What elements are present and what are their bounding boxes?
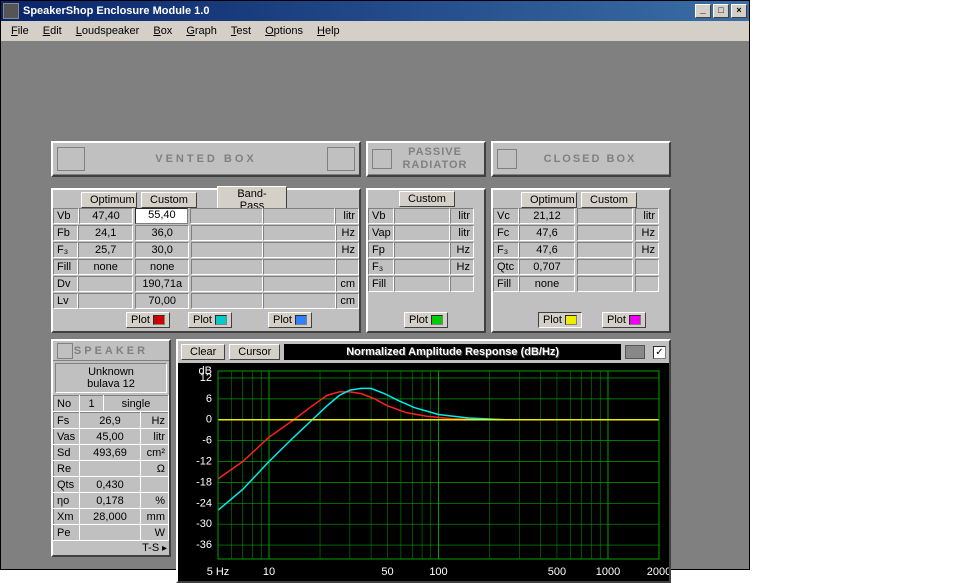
speaker-icon [57, 343, 73, 359]
vented-plot2-button[interactable]: Plot [188, 312, 232, 328]
vented-box-body: Optimum Custom Band-Pass Vb47,4055,40lit… [51, 188, 361, 333]
vented-plot3-button[interactable]: Plot [268, 312, 312, 328]
chart-panel: Clear Cursor Normalized Amplitude Respon… [176, 339, 671, 583]
menu-help[interactable]: Help [311, 23, 346, 39]
svg-text:5 Hz: 5 Hz [207, 566, 230, 578]
passive-tab-custom[interactable]: Custom [399, 191, 455, 207]
closed-icon [497, 149, 517, 169]
chart-body: 1260-6-12-18-24-30-36dB5 Hz1050100500100… [178, 363, 669, 581]
passive-panel: PASSIVERADIATOR [366, 141, 486, 177]
chart-checkbox[interactable]: ✓ [653, 346, 666, 359]
speaker-title: SPEAKER [74, 345, 148, 357]
speaker-footer: T-S [142, 542, 159, 554]
chart-title: Normalized Amplitude Response (dB/Hz) [284, 344, 621, 360]
svg-text:50: 50 [381, 566, 393, 578]
menu-options[interactable]: Options [259, 23, 309, 39]
chart-cursor-button[interactable]: Cursor [229, 344, 280, 360]
speaker-name1: Unknown [58, 366, 164, 378]
passive-header: PASSIVERADIATOR [368, 143, 484, 175]
passive-icon [372, 149, 392, 169]
svg-text:100: 100 [429, 566, 447, 578]
vented-icon-left [57, 147, 85, 171]
svg-text:0: 0 [206, 414, 212, 426]
vented-tab-optimum[interactable]: Optimum [81, 192, 137, 208]
svg-text:2000: 2000 [647, 566, 669, 578]
speaker-name2: bulava 12 [58, 378, 164, 390]
app-window: SpeakerShop Enclosure Module 1.0 _ □ × F… [0, 0, 750, 570]
svg-text:dB: dB [199, 365, 212, 377]
svg-text:6: 6 [206, 393, 212, 405]
passive-body: Custom VblitrVaplitrFpHzF₃HzFill Plot [366, 188, 486, 333]
closed-body: Optimum Custom Vc21,12litrFc47,6HzF₃47,6… [491, 188, 671, 333]
closed-tab-custom[interactable]: Custom [581, 192, 637, 208]
speaker-panel: SPEAKER Unknown bulava 12 No 1 single Fs… [51, 339, 171, 557]
closed-header: CLOSED BOX [493, 143, 669, 175]
svg-text:-24: -24 [196, 497, 212, 509]
vented-icon-right [327, 147, 355, 171]
speaker-mode: single [104, 396, 169, 412]
svg-text:-30: -30 [196, 518, 212, 530]
speaker-header: SPEAKER [53, 341, 169, 361]
svg-text:1000: 1000 [596, 566, 620, 578]
vented-title: VENTED BOX [155, 153, 257, 165]
maximize-button[interactable]: □ [713, 4, 729, 18]
vented-box-panel: VENTED BOX [51, 141, 361, 177]
speaker-no-val: 1 [80, 396, 104, 412]
menu-graph[interactable]: Graph [180, 23, 223, 39]
vented-plot1-button[interactable]: Plot [126, 312, 170, 328]
vented-tab-custom[interactable]: Custom [141, 192, 197, 208]
closed-title: CLOSED BOX [544, 153, 637, 165]
menu-test[interactable]: Test [225, 23, 257, 39]
closed-plot1-button[interactable]: Plot [538, 312, 582, 328]
vented-header: VENTED BOX [53, 143, 359, 175]
menu-edit[interactable]: Edit [37, 23, 68, 39]
window-title: SpeakerShop Enclosure Module 1.0 [23, 5, 695, 17]
closed-plot2-button[interactable]: Plot [602, 312, 646, 328]
menu-file[interactable]: File [5, 23, 35, 39]
passive-plot-button[interactable]: Plot [404, 312, 448, 328]
menubar: File Edit Loudspeaker Box Graph Test Opt… [1, 21, 749, 41]
speaker-no-label: No [54, 396, 80, 412]
workspace: VENTED BOX Optimum Custom Band-Pass Vb47… [1, 41, 749, 91]
camera-icon[interactable] [625, 345, 645, 359]
svg-text:-12: -12 [196, 456, 212, 468]
svg-text:-36: -36 [196, 539, 212, 551]
close-button[interactable]: × [731, 4, 747, 18]
menu-loudspeaker[interactable]: Loudspeaker [70, 23, 146, 39]
chart-svg: 1260-6-12-18-24-30-36dB5 Hz1050100500100… [178, 363, 669, 581]
app-icon [3, 3, 19, 19]
svg-text:10: 10 [263, 566, 275, 578]
svg-text:500: 500 [548, 566, 566, 578]
chart-clear-button[interactable]: Clear [181, 344, 225, 360]
closed-panel: CLOSED BOX [491, 141, 671, 177]
titlebar: SpeakerShop Enclosure Module 1.0 _ □ × [1, 1, 749, 21]
closed-tab-optimum[interactable]: Optimum [521, 192, 577, 208]
svg-text:-6: -6 [202, 435, 212, 447]
svg-text:-18: -18 [196, 476, 212, 488]
minimize-button[interactable]: _ [695, 4, 711, 18]
menu-box[interactable]: Box [147, 23, 178, 39]
